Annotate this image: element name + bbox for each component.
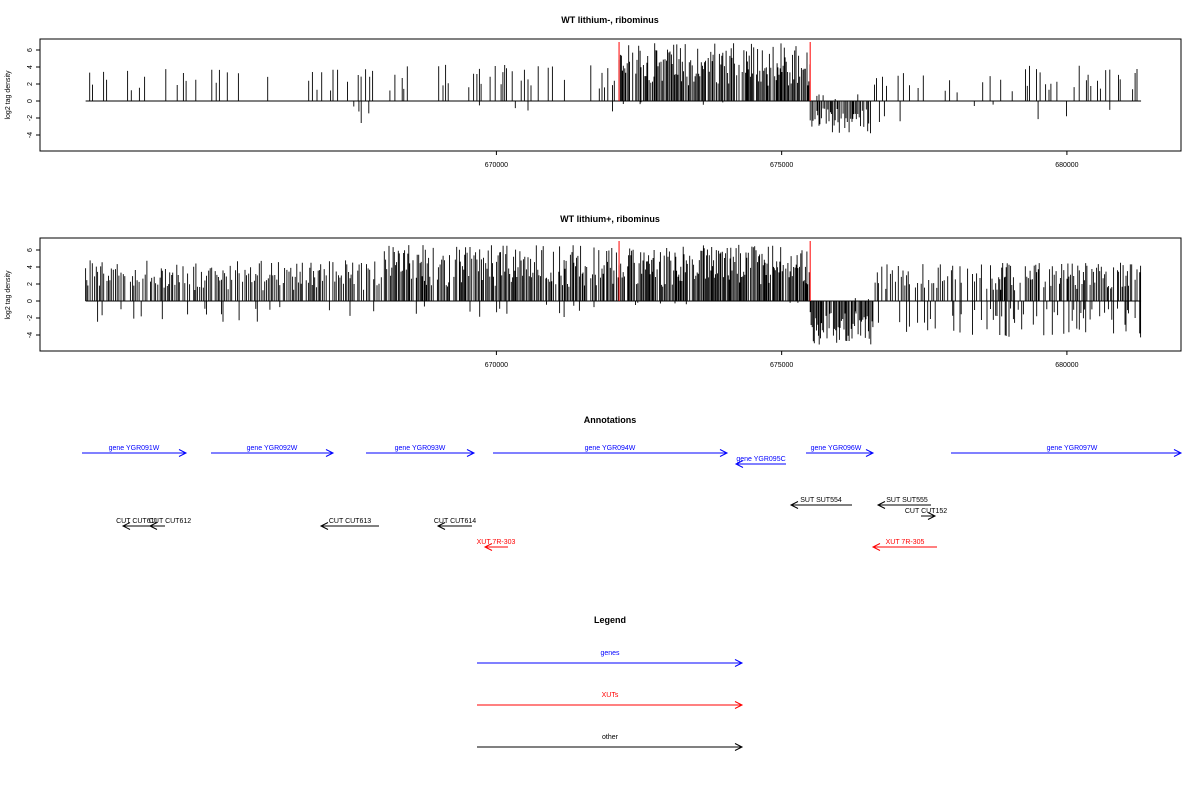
arrow-head [121, 522, 131, 530]
arrow-head [865, 449, 875, 457]
feature-gene-ygr093w: gene YGR093W [366, 445, 476, 457]
legend-arrow-head [734, 701, 744, 709]
arrow-head [483, 543, 493, 551]
y-tick-label: 2 [27, 282, 34, 286]
feature-sut-sut555: SUT SUT555 [876, 497, 931, 509]
feature-label: gene YGR094W [585, 445, 636, 452]
annotations-title: Annotations [584, 415, 637, 425]
y-axis-label: log2 tag density [5, 70, 12, 120]
feature-gene-ygr097w: gene YGR097W [951, 445, 1183, 457]
x-tick-label: 680000 [1055, 162, 1078, 169]
feature-label: CUT CUT152 [905, 508, 947, 515]
arrow-head [148, 522, 158, 530]
y-axis-label: log2 tag density [5, 270, 12, 320]
y-tick-label: 6 [27, 248, 34, 252]
x-tick-label: 670000 [485, 162, 508, 169]
density-bars [85, 43, 1142, 134]
legend-panel: Legend genes XUTs other [477, 615, 744, 751]
density-bar-lines [85, 244, 1142, 345]
x-tick-label: 675000 [770, 362, 793, 369]
annotations-panel: Annotations gene YGR091W gene YGR092W gene… [82, 415, 1183, 551]
density-bars [85, 244, 1142, 345]
feature-label: gene YGR092W [247, 445, 298, 452]
legend-item-other: other [477, 734, 744, 751]
feature-cut-cut614: CUT CUT614 [434, 518, 476, 530]
density-bar-lines [89, 43, 1138, 134]
track-title: WT lithium-, ribominus [561, 15, 659, 25]
feature-sut-sut554: SUT SUT554 [789, 497, 852, 509]
feature-label: XUT 7R-303 [477, 539, 516, 546]
legend-arrow-head [734, 743, 744, 751]
y-tick-label: 0 [27, 299, 34, 303]
y-tick-label: -4 [27, 332, 34, 338]
legend-label: XUTs [602, 692, 619, 699]
x-axis: 670000 675000 680000 [485, 351, 1079, 369]
feature-label: gene YGR091W [109, 445, 160, 452]
feature-gene-ygr092w: gene YGR092W [211, 445, 335, 457]
feature-label: CUT CUT613 [329, 518, 371, 525]
arrow-head [719, 449, 729, 457]
feature-gene-ygr091w: gene YGR091W [82, 445, 188, 457]
arrow-head [319, 522, 329, 530]
y-axis: 6 4 2 0 -2 -4 [27, 248, 40, 338]
track-title: WT lithium+, ribominus [560, 214, 660, 224]
arrow-head [466, 449, 476, 457]
boundary-markers [618, 42, 811, 101]
feature-label: CUT CUT612 [149, 518, 191, 525]
arrow-head [734, 460, 744, 468]
arrow-head [178, 449, 188, 457]
y-tick-label: 2 [27, 82, 34, 86]
arrow-head [927, 512, 937, 520]
legend-label: other [602, 734, 619, 741]
legend-item-xuts: XUTs [477, 692, 744, 709]
y-tick-label: 4 [27, 65, 34, 69]
boundary-markers [618, 241, 811, 301]
x-tick-label: 670000 [485, 362, 508, 369]
feature-xut-7r-303: XUT 7R-303 [477, 539, 516, 551]
feature-gene-ygr096w: gene YGR096W [806, 445, 875, 457]
feature-label: CUT CUT611 [116, 518, 158, 525]
legend-item-genes: genes [477, 650, 744, 667]
legend-items: genes XUTs other [477, 650, 744, 751]
feature-gene-ygr094w: gene YGR094W [493, 445, 729, 457]
feature-label: gene YGR096W [811, 445, 862, 452]
plot-frame [39, 237, 1182, 352]
feature-label: XUT 7R-305 [886, 539, 925, 546]
legend-arrow-head [734, 659, 744, 667]
legend-label: genes [600, 650, 620, 657]
feature-gene-ygr095c: gene YGR095C [734, 456, 786, 468]
x-tick-label: 675000 [770, 162, 793, 169]
feature-label: SUT SUT554 [800, 497, 842, 504]
feature-list: gene YGR091W gene YGR092W gene YGR093W gene… [82, 445, 1183, 551]
arrow-head [789, 501, 799, 509]
feature-cut-cut612: CUT CUT612 [149, 518, 191, 530]
y-tick-label: -4 [27, 132, 34, 138]
feature-label: CUT CUT614 [434, 518, 476, 525]
y-tick-label: 0 [27, 99, 34, 103]
arrow-head [436, 522, 446, 530]
legend-title: Legend [594, 615, 626, 625]
feature-label: gene YGR097W [1047, 445, 1098, 452]
arrow-head [871, 543, 881, 551]
track-panel-lithium-plus: WT lithium+, ribominus log2 tag density … [5, 214, 1182, 369]
y-axis: 6 4 2 0 -2 -4 [27, 48, 40, 138]
y-tick-label: 4 [27, 265, 34, 269]
feature-cut-cut152: CUT CUT152 [905, 508, 947, 520]
feature-label: gene YGR095C [736, 456, 785, 463]
feature-label: gene YGR093W [395, 445, 446, 452]
feature-xut-7r-305: XUT 7R-305 [871, 539, 937, 551]
feature-label: SUT SUT555 [886, 497, 928, 504]
arrow-head [1173, 449, 1183, 457]
arrow-head [876, 501, 886, 509]
arrow-head [325, 449, 335, 457]
y-tick-label: -2 [27, 315, 34, 321]
y-tick-label: 6 [27, 48, 34, 52]
feature-cut-cut613: CUT CUT613 [319, 518, 379, 530]
y-tick-label: -2 [27, 115, 34, 121]
x-tick-label: 680000 [1055, 362, 1078, 369]
track-panel-lithium-minus: WT lithium-, ribominus log2 tag density … [5, 15, 1182, 169]
x-axis: 670000 675000 680000 [485, 151, 1079, 169]
plot-frame [39, 38, 1182, 152]
